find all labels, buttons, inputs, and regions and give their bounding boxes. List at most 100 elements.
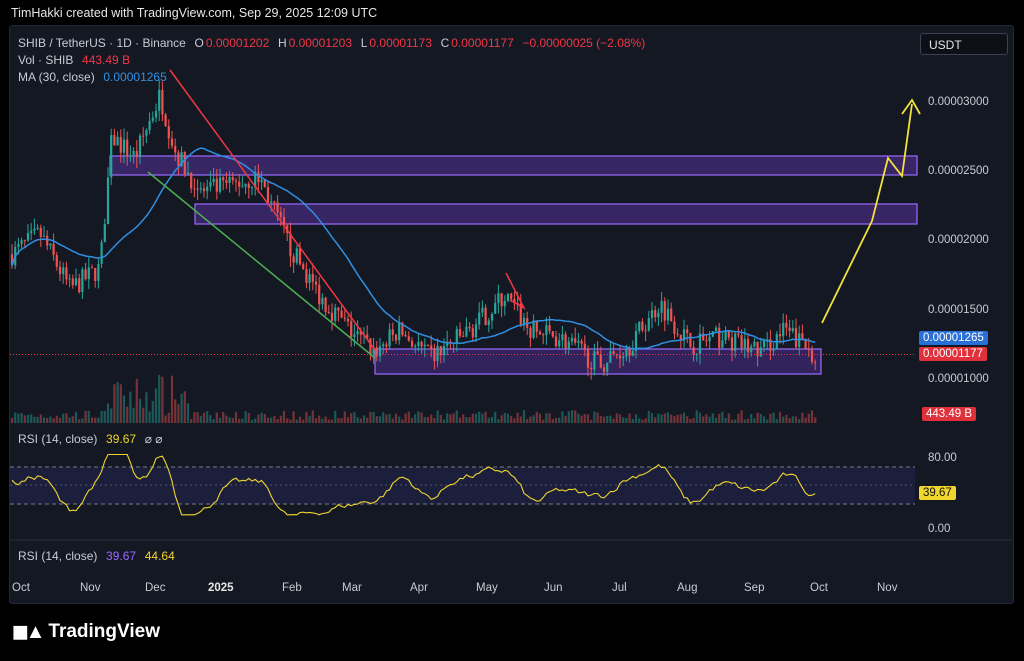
volume-bar <box>622 417 625 423</box>
volume-bar <box>615 413 618 423</box>
candle-body <box>730 337 734 351</box>
tradingview-logo[interactable]: ◼▲ TradingView <box>12 619 160 644</box>
volume-bar <box>740 410 743 423</box>
candle-body <box>634 331 638 351</box>
rsi-legend-2[interactable]: RSI (14, close) 39.67 44.64 <box>18 549 177 563</box>
lower-trend-line <box>147 171 376 359</box>
rsi-value: 39.67 <box>106 432 137 446</box>
close-label: C <box>440 36 450 50</box>
volume-bar <box>641 419 644 423</box>
candle-body <box>737 333 740 336</box>
candle-body <box>814 362 817 364</box>
volume-bar <box>218 417 222 423</box>
candle-body <box>177 152 180 166</box>
candle-body <box>113 135 116 146</box>
candle-body <box>135 150 138 158</box>
candle-body <box>378 346 382 357</box>
candle-body <box>439 346 442 356</box>
candle-body <box>535 320 538 332</box>
volume-bar <box>119 384 122 423</box>
candle-body <box>183 152 186 175</box>
open-label: O <box>194 36 204 50</box>
candle-body <box>638 321 641 332</box>
volume-bar <box>388 413 391 423</box>
symbol-pair[interactable]: SHIB / TetherUS · 1D · Binance <box>18 36 186 50</box>
candle-body <box>42 235 46 237</box>
rsi2-label: RSI (14, close) <box>18 549 98 563</box>
volume-bar <box>244 411 247 423</box>
volume-bar <box>23 415 26 423</box>
candle-body <box>273 201 276 203</box>
candle-body <box>295 248 298 263</box>
volume-bar <box>481 413 484 423</box>
candle-body <box>622 356 625 359</box>
ma-legend[interactable]: MA (30, close) 0.00001265 <box>18 70 169 84</box>
volume-bar <box>170 375 174 423</box>
volume-bar <box>631 418 634 423</box>
currency-button[interactable]: USDT <box>920 33 1008 55</box>
candle-body <box>228 176 231 183</box>
rsi-hidden-icon[interactable]: ⌀ ⌀ <box>144 432 163 446</box>
volume-bar <box>609 415 612 423</box>
volume-bar <box>26 414 30 423</box>
candle-body <box>20 240 23 244</box>
candle-body <box>404 334 407 337</box>
candle-body <box>346 318 350 322</box>
candle-body <box>308 274 311 283</box>
volume-bar <box>602 416 606 423</box>
chart-frame[interactable] <box>9 25 1014 604</box>
candle-body <box>734 333 737 351</box>
candle-body <box>129 155 132 157</box>
volume-bar <box>497 419 500 423</box>
candle-body <box>567 341 570 349</box>
candle-body <box>756 341 759 357</box>
rsi-label-0: 0.00 <box>928 523 951 535</box>
volume-bar <box>36 417 39 423</box>
volume-bar <box>52 418 55 423</box>
candle-body <box>794 328 798 348</box>
volume-bar <box>743 419 746 423</box>
candle-body <box>238 181 241 187</box>
candle-body <box>471 328 474 338</box>
volume-bar <box>161 376 164 423</box>
candle-body <box>225 180 228 183</box>
candle-body <box>791 328 794 332</box>
volume-bar <box>401 419 404 423</box>
volume-bar <box>164 415 167 423</box>
volume-bar <box>420 412 423 423</box>
volume-bar <box>468 417 471 423</box>
volume-bar <box>746 418 750 423</box>
volume-bar <box>196 411 199 423</box>
volume-bar <box>596 412 599 423</box>
time-label-jun: Jun <box>544 582 563 594</box>
rsi-legend[interactable]: RSI (14, close) 39.67 ⌀ ⌀ <box>18 432 165 446</box>
candle-body <box>391 329 394 335</box>
volume-legend[interactable]: Vol · SHIB 443.49 B <box>18 53 132 67</box>
volume-bar <box>654 417 657 423</box>
candle-body <box>81 269 84 292</box>
volume-bar <box>49 416 52 423</box>
candle-body <box>644 330 647 332</box>
volume-bar <box>679 414 682 423</box>
candle-body <box>55 255 58 267</box>
candle-body <box>714 327 718 332</box>
volume-bar <box>638 418 641 423</box>
candle-body <box>599 354 602 368</box>
candle-body <box>186 172 190 175</box>
volume-bar <box>583 413 586 423</box>
volume-bar <box>215 412 218 423</box>
candle-body <box>215 178 218 192</box>
volume-bar <box>289 419 292 423</box>
candle-body <box>279 212 282 217</box>
candle-body <box>602 367 606 372</box>
candle-body <box>676 333 679 335</box>
volume-bar <box>516 412 519 423</box>
candle-body <box>398 322 401 341</box>
volume-bar <box>286 418 289 423</box>
candle-body <box>340 310 343 318</box>
candle-body <box>762 339 766 348</box>
candle-body <box>250 187 254 189</box>
volume-bar <box>647 410 650 423</box>
candle-body <box>596 351 599 355</box>
